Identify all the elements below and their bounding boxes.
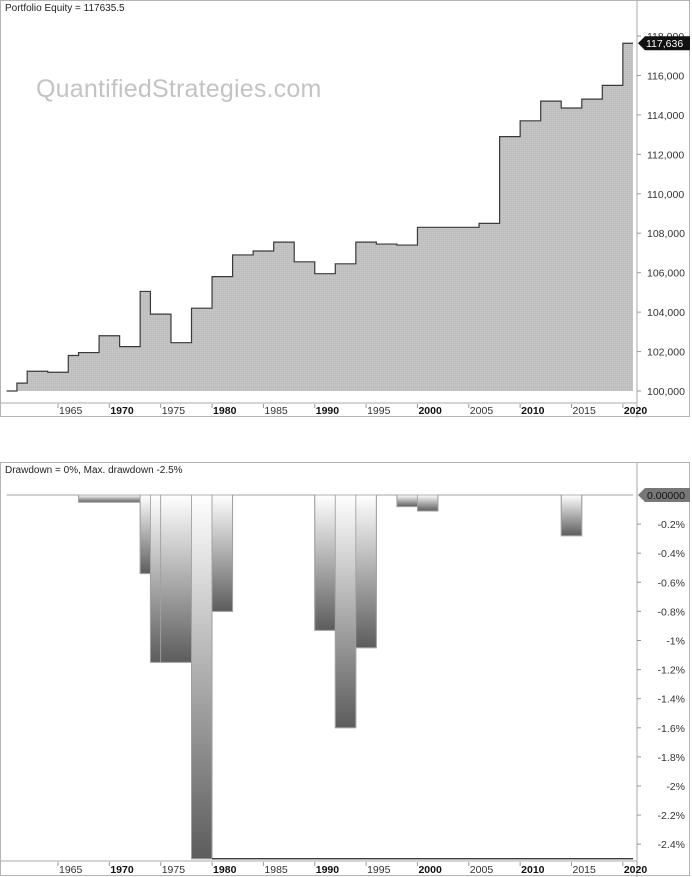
svg-text:1985: 1985 <box>264 864 288 876</box>
svg-text:1995: 1995 <box>367 864 391 876</box>
svg-text:108,000: 108,000 <box>647 228 685 240</box>
svg-text:2005: 2005 <box>470 864 494 876</box>
svg-text:1990: 1990 <box>316 405 340 417</box>
svg-text:-1.6%: -1.6% <box>658 723 685 735</box>
svg-text:-1.8%: -1.8% <box>658 752 685 764</box>
svg-text:110,000: 110,000 <box>647 189 684 201</box>
svg-text:-2%: -2% <box>666 781 685 793</box>
svg-text:2020: 2020 <box>624 405 648 417</box>
svg-text:1975: 1975 <box>162 405 186 417</box>
svg-text:-1.2%: -1.2% <box>658 665 685 677</box>
svg-text:1975: 1975 <box>162 864 186 876</box>
drawdown-title: Drawdown = 0%, Max. drawdown -2.5% <box>5 465 183 476</box>
svg-text:1970: 1970 <box>110 405 134 417</box>
last-value-badge: 0.00000 <box>638 488 690 502</box>
svg-text:1980: 1980 <box>213 864 237 876</box>
drawdown-chart-panel: -0.2% -0.4% -0.6% -0.8% -1% -1.2% -1.4% -1.6% -1… <box>0 462 690 877</box>
equity-chart: 118,000116,000114,000112,000110,000108,0… <box>1 1 690 418</box>
svg-text:1985: 1985 <box>264 405 288 417</box>
svg-text:2000: 2000 <box>418 864 442 876</box>
svg-text:1980: 1980 <box>213 405 237 417</box>
svg-text:117,636: 117,636 <box>646 38 683 50</box>
svg-text:1970: 1970 <box>110 864 134 876</box>
svg-text:102,000: 102,000 <box>647 347 685 359</box>
last-value-badge: 117,636 <box>638 36 690 51</box>
svg-text:1995: 1995 <box>367 405 391 417</box>
equity-title: Portfolio Equity = 117635.5 <box>5 3 125 14</box>
svg-text:-0.2%: -0.2% <box>658 519 685 531</box>
svg-text:106,000: 106,000 <box>647 268 685 280</box>
svg-text:100,000: 100,000 <box>647 386 685 398</box>
equity-chart-panel: 118,000116,000114,000112,000110,000108,0… <box>0 0 690 418</box>
svg-text:2000: 2000 <box>418 405 442 417</box>
svg-text:-0.4%: -0.4% <box>658 548 685 560</box>
svg-text:116,000: 116,000 <box>647 70 684 82</box>
svg-text:2010: 2010 <box>521 405 545 417</box>
svg-text:-1.4%: -1.4% <box>658 694 685 706</box>
svg-text:112,000: 112,000 <box>647 149 684 161</box>
svg-text:2005: 2005 <box>470 405 494 417</box>
svg-text:-2.2%: -2.2% <box>658 810 685 822</box>
svg-text:-0.6%: -0.6% <box>658 577 685 589</box>
watermark: QuantifiedStrategies.com <box>36 75 322 103</box>
svg-text:1965: 1965 <box>59 405 83 417</box>
svg-text:1990: 1990 <box>316 864 340 876</box>
svg-text:2010: 2010 <box>521 864 545 876</box>
svg-text:2020: 2020 <box>624 864 648 876</box>
svg-text:104,000: 104,000 <box>647 307 685 319</box>
svg-text:2015: 2015 <box>573 864 597 876</box>
drawdown-chart: -0.2% -0.4% -0.6% -0.8% -1% -1.2% -1.4% -1.6% -1… <box>1 463 690 877</box>
svg-text:2015: 2015 <box>573 405 597 417</box>
svg-text:0.00000: 0.00000 <box>647 490 685 502</box>
svg-text:114,000: 114,000 <box>647 110 684 122</box>
svg-text:-0.8%: -0.8% <box>658 606 685 618</box>
svg-text:-1%: -1% <box>666 636 685 648</box>
svg-text:-2.4%: -2.4% <box>658 839 685 851</box>
svg-text:1965: 1965 <box>59 864 83 876</box>
